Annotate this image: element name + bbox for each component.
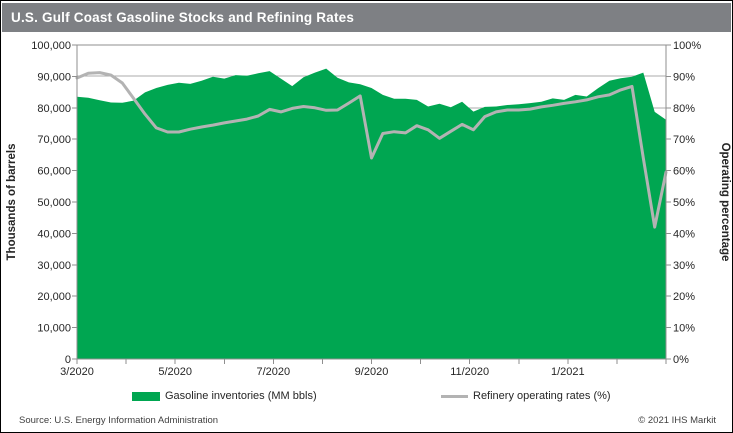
- x-axis-tick-label: 7/2020: [257, 366, 291, 378]
- legend-item-rates: Refinery operating rates (%): [441, 390, 611, 402]
- left-axis-tick-label: 60,000: [37, 166, 71, 178]
- legend-item-inventories: Gasoline inventories (MM bbls): [132, 390, 317, 402]
- x-axis-tick-label: 9/2020: [355, 366, 389, 378]
- left-axis-tick-label: 10,000: [37, 323, 71, 335]
- chart-title: U.S. Gulf Coast Gasoline Stocks and Refi…: [11, 10, 355, 25]
- source-text: Source: U.S. Energy Information Administ…: [19, 415, 219, 426]
- right-axis-tick-label: 20%: [673, 291, 695, 303]
- left-axis-tick-label: 70,000: [37, 134, 71, 146]
- inventories-area-series: [77, 68, 666, 359]
- left-axis-tick-label: 90,000: [37, 71, 71, 83]
- left-axis-tick-label: 80,000: [37, 103, 71, 115]
- footer: Source: U.S. Energy Information Administ…: [19, 415, 716, 426]
- left-axis-tick-label: 40,000: [37, 228, 71, 240]
- legend: Gasoline inventories (MM bbls) Refinery …: [1, 390, 732, 406]
- rates-line-swatch: [441, 394, 468, 398]
- inventories-area-swatch: [132, 391, 160, 401]
- x-axis-tick-label: 5/2020: [158, 366, 192, 378]
- rates-line-series: [75, 71, 668, 229]
- right-axis-tick-label: 100%: [673, 40, 701, 52]
- legend-inventories-label: Gasoline inventories (MM bbls): [165, 390, 317, 402]
- x-axis-tick-label: 3/2020: [60, 366, 94, 378]
- right-axis-tick-label: 70%: [673, 134, 695, 146]
- chart-title-bar: U.S. Gulf Coast Gasoline Stocks and Refi…: [2, 3, 731, 32]
- left-axis-tick-label: 0: [65, 354, 71, 366]
- legend-rates-label: Refinery operating rates (%): [473, 390, 611, 402]
- right-axis-title: Operating percentage: [719, 143, 731, 262]
- x-axis-tick-label: 1/2021: [551, 366, 585, 378]
- right-axis-tick-label: 40%: [673, 228, 695, 240]
- x-axis-tick-label: 11/2020: [450, 366, 489, 378]
- left-axis-tick-label: 20,000: [37, 291, 71, 303]
- left-axis-tick-label: 50,000: [37, 197, 71, 209]
- right-axis-tick-label: 90%: [673, 71, 695, 83]
- right-axis-tick-label: 10%: [673, 323, 695, 335]
- right-axis-tick-label: 0%: [673, 354, 689, 366]
- right-axis-tick-label: 50%: [673, 197, 695, 209]
- copyright-text: © 2021 IHS Markit: [638, 415, 716, 426]
- left-axis-tick-label: 30,000: [37, 260, 71, 272]
- right-axis-tick-label: 30%: [673, 260, 695, 272]
- right-axis-tick-label: 60%: [673, 166, 695, 178]
- left-axis-title: Thousands of barrels: [6, 144, 18, 261]
- right-axis-tick-label: 80%: [673, 103, 695, 115]
- left-axis-tick-label: 100,000: [31, 40, 71, 52]
